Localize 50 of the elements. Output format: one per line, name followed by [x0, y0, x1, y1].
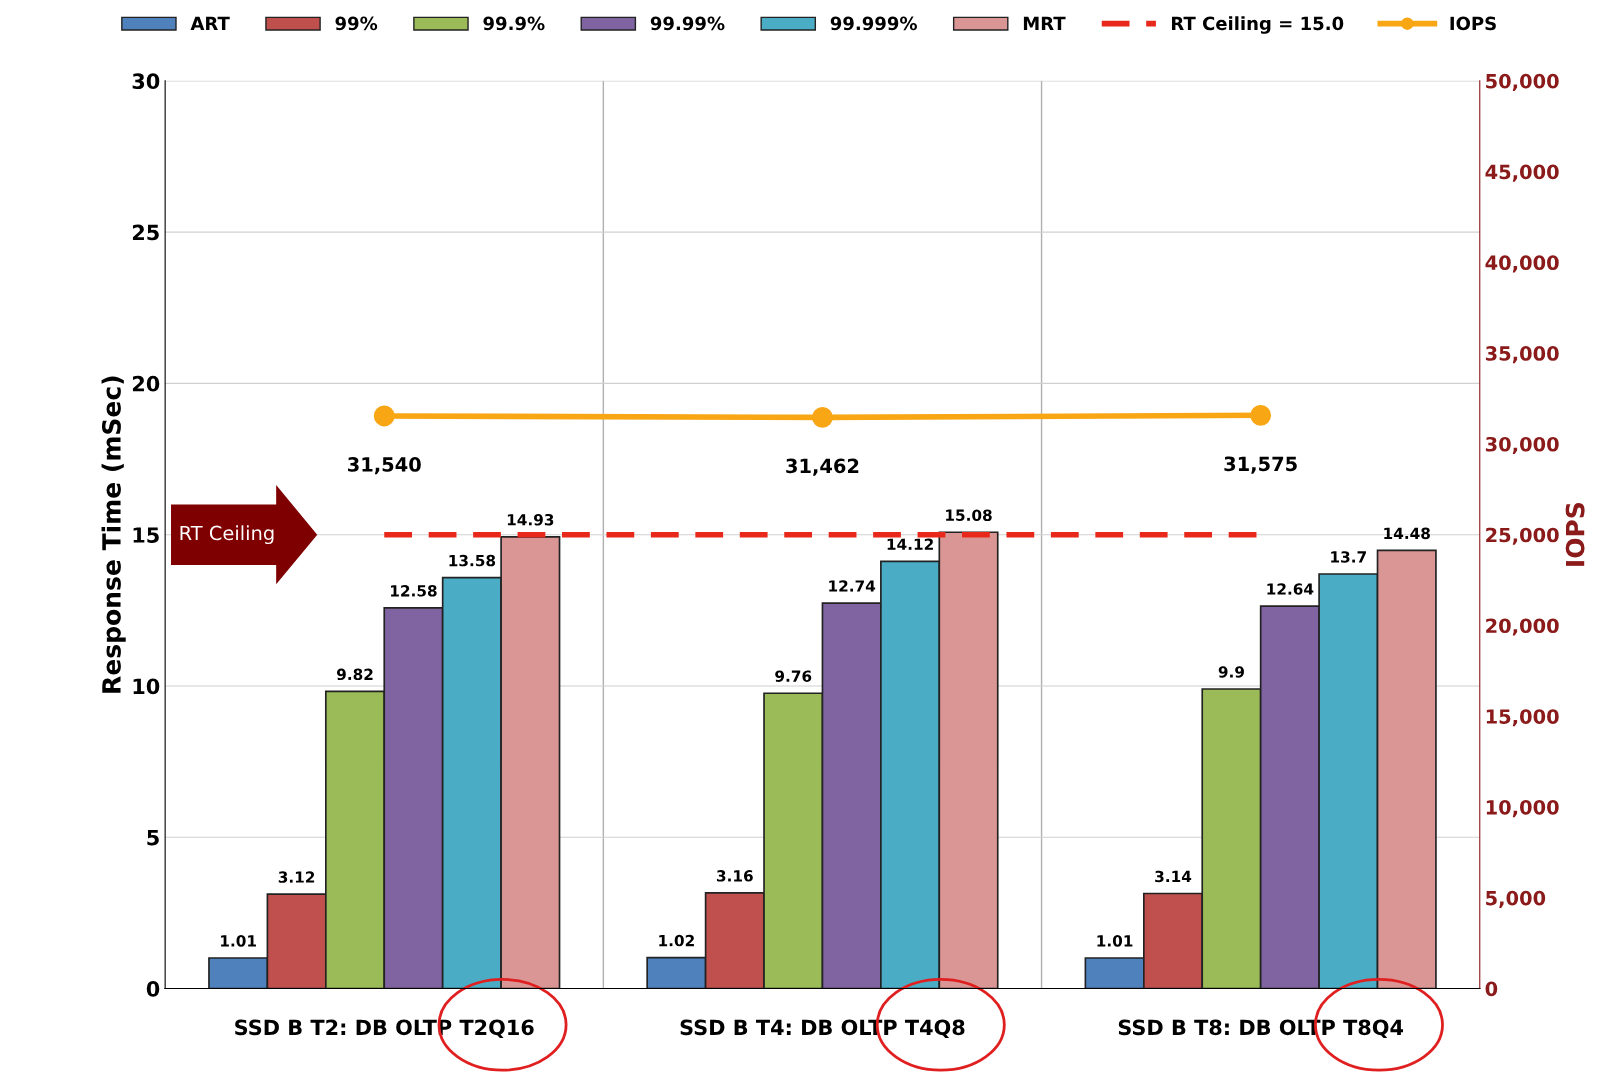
y2-tick-label: 25,000	[1486, 527, 1559, 545]
data-label: 9.76	[775, 670, 812, 682]
legend-label: 99.99%	[650, 16, 725, 31]
y2-tick-label: 10,000	[1486, 799, 1559, 818]
y-tick-label: 30	[132, 73, 160, 90]
data-label: 1.01	[1097, 935, 1133, 947]
y2-tick-label: 5,000	[1486, 890, 1546, 908]
legend-label: IOPS	[1450, 16, 1496, 31]
y2-tick-label: 40,000	[1485, 255, 1559, 273]
data-label: 3.16	[716, 870, 753, 882]
y2-axis-title: IOPS	[1565, 503, 1585, 566]
y2-tick-label: 50,000	[1486, 73, 1559, 91]
data-label: 14.12	[887, 538, 933, 550]
data-label: 1.01	[221, 935, 256, 947]
data-label: 12.58	[391, 585, 437, 597]
data-label: 3.14	[1155, 870, 1192, 883]
data-label: 1.02	[659, 934, 694, 947]
y-tick-label: 20	[132, 375, 160, 392]
data-label: 9.82	[336, 668, 373, 681]
data-label: 13.7	[1331, 551, 1366, 563]
y-tick-label: 5	[147, 829, 159, 846]
y-tick-label: 10	[133, 678, 160, 695]
y2-tick-label: 20,000	[1486, 618, 1559, 636]
y2-tick-label: 15,000	[1486, 709, 1559, 727]
annotation: RT Ceiling	[180, 525, 274, 545]
y-tick-label: 0	[146, 980, 160, 997]
y-tick-label: 25	[132, 224, 159, 241]
y-tick-label: 15	[133, 527, 159, 543]
legend-label: 99.9%	[483, 16, 545, 31]
legend-label: 99%	[335, 16, 378, 31]
y2-tick-label: 0	[1485, 981, 1498, 997]
data-label: 31,462	[786, 458, 859, 476]
legend-label: ART	[190, 16, 230, 30]
data-label: 14.93	[507, 513, 554, 526]
y2-tick-label: 30,000	[1485, 436, 1559, 455]
legend-label: RT Ceiling = 15.0	[1172, 16, 1344, 34]
data-label: 31,540	[348, 457, 421, 475]
data-label: 9.9	[1218, 666, 1244, 678]
data-label: 3.12	[278, 871, 315, 883]
legend-label: MRT	[1023, 16, 1066, 30]
data-label: 31,575	[1224, 456, 1297, 474]
legend-label: 99.999%	[830, 16, 917, 31]
y2-tick-label: 45,000	[1485, 164, 1559, 182]
data-label: 12.74	[829, 580, 876, 592]
data-label: 12.64	[1267, 583, 1314, 595]
data-label: 13.58	[449, 554, 496, 567]
data-label: 14.48	[1384, 527, 1430, 540]
data-label: 15.08	[946, 509, 992, 521]
y2-tick-label: 35,000	[1485, 346, 1559, 364]
y-axis-title: Response Time (mSec)	[101, 376, 126, 693]
